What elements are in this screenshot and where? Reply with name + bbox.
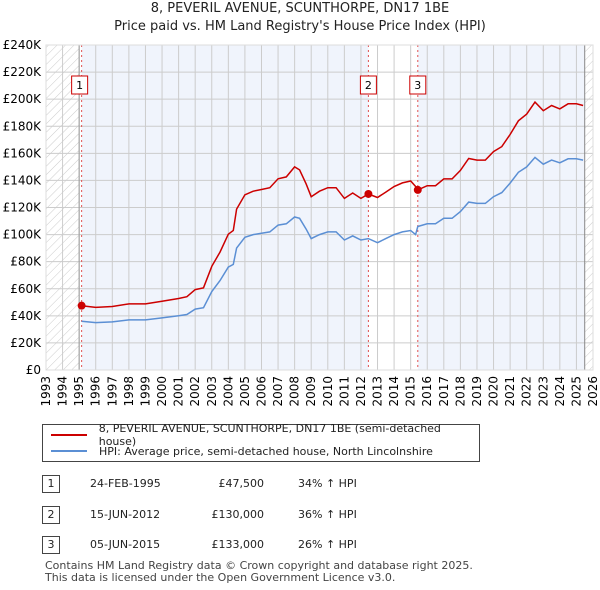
chart-title: 8, PEVERIL AVENUE, SCUNTHORPE, DN17 1BE <box>150 1 450 16</box>
transaction-number: 2 <box>42 506 60 524</box>
x-tick-label: 1998 <box>122 376 136 407</box>
transaction-price: £47,500 <box>218 477 265 490</box>
y-tick-label: £120K <box>3 201 43 215</box>
transaction-hpi: 34% ↑ HPI <box>298 477 357 490</box>
transaction-date: 24-FEB-1995 <box>90 477 161 490</box>
x-tick-label: 2024 <box>553 376 567 407</box>
sale-point <box>413 185 422 194</box>
transaction-date: 15-JUN-2012 <box>90 508 161 521</box>
x-tick-label: 2006 <box>254 376 268 407</box>
x-tick-label: 2016 <box>420 376 434 407</box>
transaction-number: 1 <box>42 475 60 493</box>
sale-marker-box <box>71 75 89 95</box>
transaction-row: 1 24-FEB-1995 £47,500 34% ↑ HPI <box>42 475 442 493</box>
x-tick-label: 2008 <box>288 376 302 407</box>
plot-border <box>45 44 594 371</box>
x-tick-label: 2012 <box>354 376 368 407</box>
x-tick-label: 2022 <box>520 376 534 407</box>
sale-marker-label: 2 <box>365 79 372 92</box>
y-tick-label: £100K <box>3 228 43 242</box>
sale-marker-label: 1 <box>76 79 83 92</box>
x-tick-label: 2025 <box>569 376 583 407</box>
x-tick-label: 2007 <box>271 376 285 407</box>
x-tick-label: 2011 <box>337 376 351 407</box>
x-tick-label: 2010 <box>321 376 335 407</box>
x-tick-label: 2005 <box>238 376 252 407</box>
line-chart: £0 £20K £40K £60K £80K £100K £120K £140K £160K £1… <box>3 38 600 407</box>
transaction-row: 2 15-JUN-2012 £130,000 36% ↑ HPI <box>42 506 442 524</box>
x-tick-label: 1994 <box>56 376 70 407</box>
x-tick-label: 2004 <box>221 376 235 407</box>
y-tick-label: £60K <box>10 282 42 296</box>
legend-price-paid: 8, PEVERIL AVENUE, SCUNTHORPE, DN17 1BE … <box>98 422 441 448</box>
x-tick-label: 2023 <box>536 376 550 407</box>
x-tick-label: 2013 <box>371 376 385 407</box>
x-tick-label: 1997 <box>105 376 119 407</box>
chart-subtitle: Price paid vs. HM Land Registry's House … <box>114 19 486 34</box>
sale-marker-box <box>409 75 427 95</box>
y-tick-label: £160K <box>3 146 43 160</box>
x-tick-label: 1996 <box>89 376 103 407</box>
x-tick-label: 2014 <box>387 376 401 407</box>
transaction-price: £130,000 <box>211 508 265 521</box>
y-tick-label: £80K <box>10 255 42 269</box>
y-tick-label: £20K <box>10 336 42 350</box>
legend: 8, PEVERIL AVENUE, SCUNTHORPE, DN17 1BE … <box>42 422 480 462</box>
footer-license: This data is licensed under the Open Gov… <box>45 571 396 584</box>
x-tick-label: 2009 <box>304 376 318 407</box>
sale-marker-box <box>359 75 377 95</box>
y-tick-label: £200K <box>3 92 43 106</box>
x-tick-label: 2000 <box>155 376 169 407</box>
price-paid-line <box>81 100 584 309</box>
x-tick-label: 2001 <box>172 376 186 407</box>
x-tick-label: 2019 <box>470 376 484 407</box>
x-tick-label: 2017 <box>437 376 451 407</box>
transaction-number: 3 <box>42 536 60 554</box>
y-tick-label: £220K <box>3 65 43 79</box>
x-tick-label: 2026 <box>586 376 600 407</box>
x-tick-label: 1993 <box>39 376 53 407</box>
transaction-hpi: 36% ↑ HPI <box>298 508 357 521</box>
legend-hpi: HPI: Average price, semi-detached house,… <box>99 444 433 458</box>
hpi-line <box>81 156 584 324</box>
sale-point <box>77 301 86 310</box>
y-tick-label: £180K <box>3 119 43 133</box>
y-tick-label: £0 <box>26 363 41 377</box>
footer-copyright: Contains HM Land Registry data © Crown c… <box>45 559 473 572</box>
x-tick-label: 1999 <box>138 376 152 407</box>
x-tick-label: 2020 <box>487 376 501 407</box>
transaction-hpi: 26% ↑ HPI <box>298 538 357 551</box>
y-tick-label: £140K <box>3 173 43 187</box>
x-tick-label: 2015 <box>404 376 418 407</box>
y-tick-label: £40K <box>10 309 42 323</box>
y-tick-label: £240K <box>3 38 43 52</box>
legend-red-swatch <box>51 434 87 436</box>
sale-point <box>364 189 373 198</box>
x-tick-label: 2002 <box>188 376 202 407</box>
transaction-price: £133,000 <box>211 538 265 551</box>
x-tick-label: 2018 <box>453 376 467 407</box>
x-tick-label: 2003 <box>205 376 219 407</box>
sale-marker-label: 3 <box>414 79 421 92</box>
transaction-row: 3 05-JUN-2015 £133,000 26% ↑ HPI <box>42 536 442 554</box>
legend-blue-swatch <box>51 450 87 452</box>
x-tick-label: 2021 <box>503 376 517 407</box>
transaction-date: 05-JUN-2015 <box>90 538 161 551</box>
x-tick-label: 1995 <box>72 376 86 407</box>
